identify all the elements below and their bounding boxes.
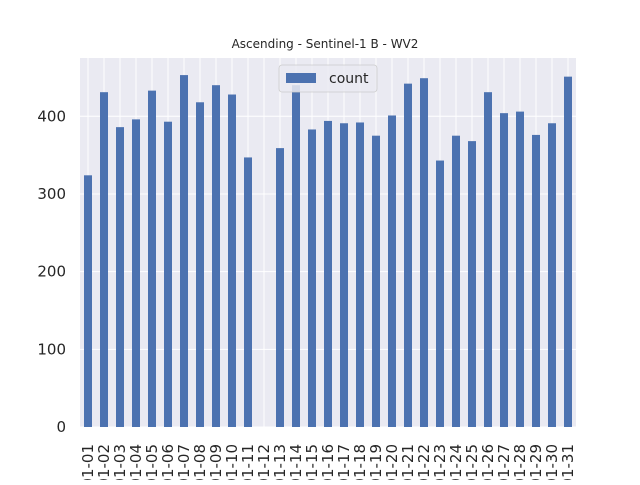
legend-box xyxy=(278,64,378,93)
bar-01-28 xyxy=(516,111,524,427)
bar-01-13 xyxy=(276,148,284,427)
x-tick-label: 01-11 xyxy=(239,444,257,480)
y-tick-labels: 0 100 200 300 400 xyxy=(37,107,66,436)
bar-01-18 xyxy=(356,122,364,427)
x-tick-label: 01-08 xyxy=(191,444,209,480)
x-tick-label: 01-14 xyxy=(287,444,305,480)
x-tick-label: 01-31 xyxy=(559,444,577,480)
x-tick-label: 01-29 xyxy=(527,444,545,480)
legend: count xyxy=(278,64,378,93)
bar-01-26 xyxy=(484,92,492,427)
x-tick-label: 01-24 xyxy=(447,444,465,480)
bar-01-17 xyxy=(340,123,348,428)
bar-01-07 xyxy=(180,75,188,428)
x-tick-label: 01-19 xyxy=(367,444,385,480)
bar-01-01 xyxy=(84,175,92,427)
bar-01-30 xyxy=(548,123,556,428)
bar-01-31 xyxy=(564,76,572,427)
bar-01-22 xyxy=(420,78,428,428)
y-tick-label: 300 xyxy=(37,185,66,203)
x-tick-label: 01-13 xyxy=(271,444,289,480)
bar-01-21 xyxy=(404,83,412,427)
bar-01-25 xyxy=(468,141,476,427)
x-tick-label: 01-09 xyxy=(207,444,225,480)
bar-01-27 xyxy=(500,113,508,427)
bar-01-15 xyxy=(308,129,316,427)
bar-01-20 xyxy=(388,115,396,427)
x-tick-label: 01-06 xyxy=(159,444,177,480)
bar-01-05 xyxy=(148,90,156,427)
x-tick-label: 01-21 xyxy=(399,444,417,480)
x-tick-label: 01-07 xyxy=(175,444,193,480)
y-tick-label: 100 xyxy=(37,340,66,358)
bar-01-19 xyxy=(372,135,380,427)
bar-01-02 xyxy=(100,92,108,427)
y-tick-label: 0 xyxy=(56,418,66,436)
x-tick-label: 01-02 xyxy=(95,444,113,480)
bar-01-11 xyxy=(244,157,252,427)
x-tick-labels: 01-0101-0201-0301-0401-0501-0601-0701-08… xyxy=(79,444,577,485)
x-tick-label: 01-18 xyxy=(351,444,369,480)
bar-01-06 xyxy=(164,121,172,427)
x-tick-label: 01-26 xyxy=(479,444,497,480)
x-tick-label: 01-10 xyxy=(223,444,241,480)
bar-01-04 xyxy=(132,119,140,427)
x-tick-label: 01-04 xyxy=(127,444,145,480)
legend-label: count xyxy=(329,71,369,87)
x-tick-label: 01-25 xyxy=(463,444,481,480)
x-tick-label: 01-12 xyxy=(255,444,273,480)
x-tick-label: 01-03 xyxy=(111,444,129,480)
x-tick-label: 01-22 xyxy=(415,444,433,480)
x-tick-label: 01-05 xyxy=(143,444,161,480)
x-tick-label: 01-20 xyxy=(383,444,401,480)
legend-swatch xyxy=(286,73,316,83)
x-tick-label: 01-23 xyxy=(431,444,449,480)
x-tick-label: 01-28 xyxy=(511,444,529,480)
bar-01-08 xyxy=(196,102,204,427)
bar-01-09 xyxy=(212,85,220,427)
bar-01-14 xyxy=(292,85,300,427)
chart-title: Ascending - Sentinel-1 B - WV2 xyxy=(232,37,419,51)
bar-01-23 xyxy=(436,160,444,427)
x-tick-label: 01-30 xyxy=(543,444,561,480)
bar-01-03 xyxy=(116,127,124,427)
bars xyxy=(84,75,572,428)
bar-01-10 xyxy=(228,94,236,427)
x-tick-label: 01-15 xyxy=(303,444,321,480)
bar-01-24 xyxy=(452,135,460,427)
x-tick-label: 01-01 xyxy=(79,444,97,480)
y-tick-label: 200 xyxy=(37,263,66,281)
bar-01-16 xyxy=(324,120,332,428)
bar-01-29 xyxy=(532,134,540,428)
y-tick-label: 400 xyxy=(37,107,66,125)
x-tick-label: 01-16 xyxy=(319,444,337,480)
x-tick-label: 01-17 xyxy=(335,444,353,480)
x-tick-label: 01-27 xyxy=(495,444,513,480)
